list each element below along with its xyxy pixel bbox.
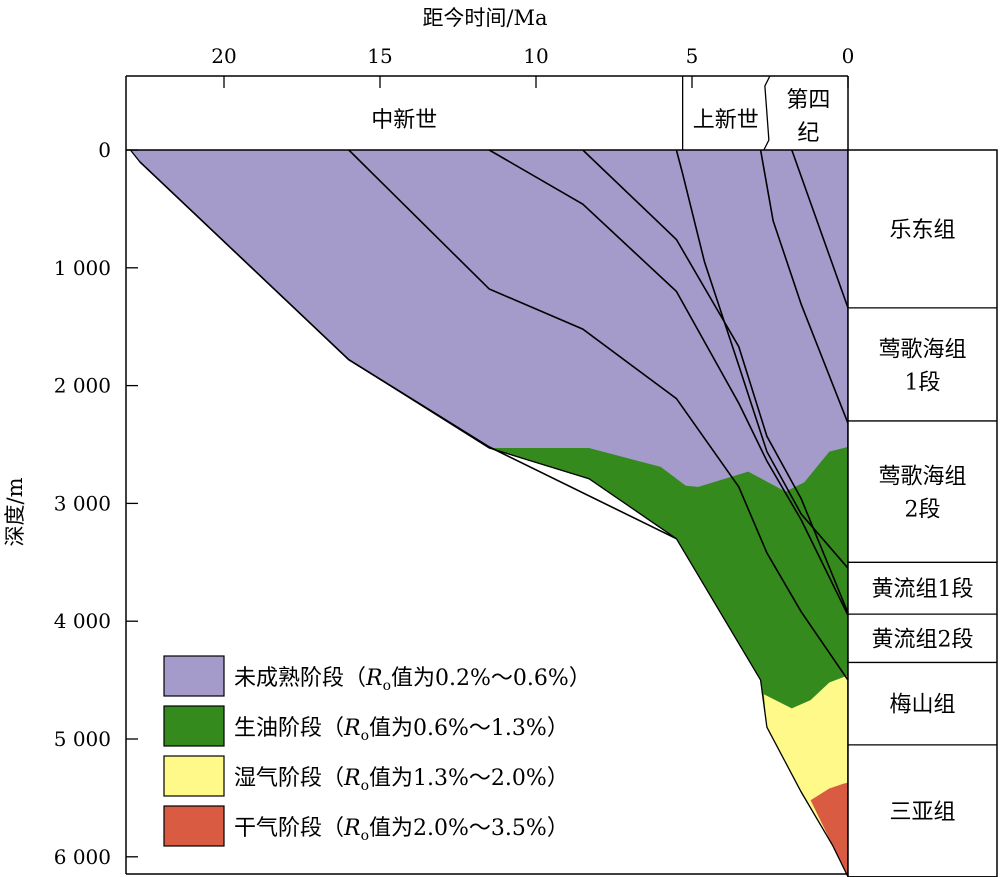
epoch-quaternary: 第四: [786, 88, 830, 113]
y-tick-label: 1 000: [54, 256, 111, 280]
formation-label: 1段: [905, 370, 941, 395]
burial-curve-7: [791, 149, 849, 309]
legend-swatch: [163, 805, 225, 847]
y-tick-label: 5 000: [54, 727, 111, 751]
formation-label: 莺歌海组: [878, 465, 966, 490]
burial-curve-1: [139, 161, 677, 540]
burial-curve-6: [759, 149, 849, 424]
burial-curve-3: [488, 149, 849, 616]
formation-label: 莺歌海组: [878, 337, 966, 362]
formation-label: 2段: [905, 498, 941, 523]
formation-label: 乐东组: [889, 218, 955, 243]
epoch-miocene: 中新世: [371, 108, 437, 133]
epoch-pliocene: 上新世: [693, 108, 759, 133]
zone-oil: [489, 446, 848, 877]
y-tick-label: 2 000: [54, 374, 111, 398]
epoch-band: 中新世 上新世 第四纪: [371, 75, 830, 151]
zone-dry-gas: [810, 782, 848, 877]
x-tick-label: 20: [211, 44, 236, 68]
y-tick-label: 6 000: [54, 845, 111, 869]
epoch-quaternary: 纪: [797, 121, 819, 146]
legend: 未成熟阶段（Ro值为0.2%～0.6%） 生油阶段（Ro值为0.6%～1.3%） 湿…: [163, 655, 591, 847]
legend-swatch: [163, 705, 225, 747]
y-axis-title: 深度/m: [3, 477, 27, 546]
x-tick-label: 0: [842, 44, 855, 68]
legend-label: 干气阶段（Ro值为2.0%～3.5%）: [234, 816, 569, 844]
x-tick-label: 15: [367, 44, 392, 68]
formation-column-box: [847, 149, 998, 877]
burial-curve-5: [675, 149, 849, 569]
y-tick-label: 3 000: [54, 491, 111, 515]
y-tick-label: 4 000: [54, 609, 111, 633]
y-axis: 深度/m 0 1 000 2 000 3 000 4 000 5 000 6 000: [3, 138, 138, 869]
formation-label: 三亚组: [889, 800, 955, 825]
x-axis: 距今时间/Ma 20 15 10 5 0: [211, 6, 854, 88]
legend-label: 生油阶段（Ro值为0.6%～1.3%）: [234, 716, 569, 744]
legend-swatch: [163, 755, 225, 797]
legend-label: 未成熟阶段（Ro值为0.2%～0.6%）: [234, 666, 591, 694]
burial-curves: [139, 149, 849, 681]
maturity-zones: [129, 149, 849, 877]
zone-immature: [130, 150, 848, 877]
burial-curve-2: [348, 149, 849, 681]
formation-label: 黄流组1段: [872, 577, 974, 602]
x-tick-label: 5: [686, 44, 699, 68]
formation-label: 梅山组: [889, 693, 955, 718]
formation-label: 黄流组2段: [872, 627, 974, 652]
x-tick-label: 10: [523, 44, 548, 68]
y-tick-label: 0: [98, 138, 111, 162]
x-axis-title: 距今时间/Ma: [422, 6, 547, 30]
epoch-divider: [763, 75, 771, 151]
legend-swatch: [163, 655, 225, 697]
legend-label: 湿气阶段（Ro值为1.3%～2.0%）: [234, 766, 569, 794]
burial-curve-4: [582, 149, 849, 614]
